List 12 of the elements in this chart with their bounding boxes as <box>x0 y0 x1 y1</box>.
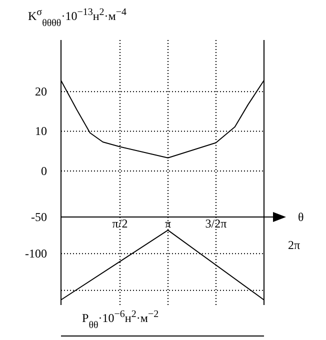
y-tick-label: 0 <box>41 164 47 178</box>
x-axis-title: P$_{θθ}$·10$^{−6}$н$^{2}$·м$^{−2}$ <box>82 308 159 330</box>
x-axis-title: θ <box>298 210 304 224</box>
x-tick-label: 3/2π <box>205 216 227 231</box>
y-tick-label: -100 <box>25 246 47 261</box>
y-tick-label: 10 <box>35 124 47 138</box>
x-tick-label: π/2 <box>112 216 128 231</box>
y-tick-label: 20 <box>35 84 47 98</box>
y-tick-label: -50 <box>31 210 47 224</box>
text: 2π <box>288 238 300 252</box>
text: K$^{σ}$$_{θθθθ}$·10$^{−13}$н$^{2}$·м$^{−4}$ <box>28 6 127 28</box>
x-tick-label: π <box>164 216 172 231</box>
